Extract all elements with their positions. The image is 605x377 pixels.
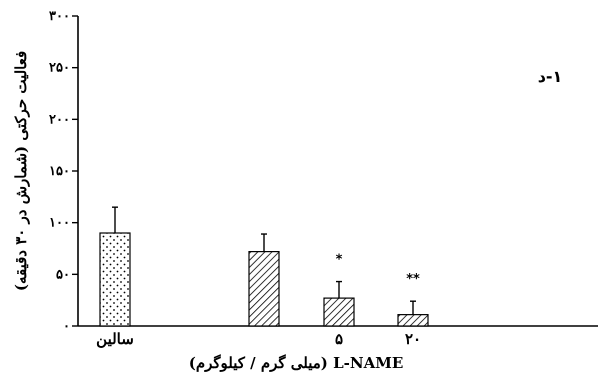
category-labels: سالین ۵ ۲۰ (96, 330, 421, 348)
significance-marker: * (336, 253, 343, 268)
category-label: ۲۰ (405, 330, 421, 348)
y-tick-label: ۱۵۰ (49, 164, 70, 179)
panel-label: ۱-د (538, 67, 563, 86)
y-tick-label: ۰ (63, 319, 70, 334)
bar (323, 297, 355, 327)
category-label: سالین (96, 330, 134, 348)
x-axis-title: L-NAME (میلی گرم / کیلوگرم) (189, 354, 404, 372)
axes (77, 16, 598, 327)
y-tick-label: ۳۰۰ (49, 9, 70, 24)
y-tick-label: ۲۵۰ (49, 61, 70, 76)
bar (99, 232, 131, 327)
bar (397, 314, 429, 327)
y-tick-label: ۲۰۰ (49, 112, 70, 127)
bars: *** (99, 206, 429, 327)
category-label: ۵ (335, 330, 343, 348)
y-axis-title: فعالیت حرکتی (شمارش در ۳۰ دقیقه) (12, 51, 30, 291)
y-tick-label: ۱۰۰ (49, 216, 70, 231)
y-tick-label: ۵۰ (56, 267, 70, 282)
significance-marker: ** (406, 272, 420, 287)
y-ticks: ۰ ۵۰ ۱۰۰ ۱۵۰ ۲۰۰ ۲۵۰ ۳۰۰ (49, 9, 78, 334)
bar (248, 251, 280, 327)
